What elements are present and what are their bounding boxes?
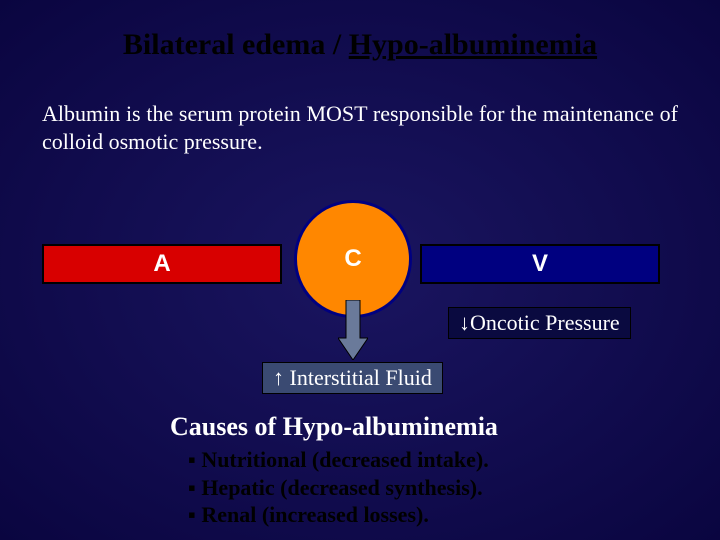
interstitial-fluid-box: ↑ Interstitial Fluid [262,362,443,394]
list-item: Nutritional (decreased intake). [188,446,489,474]
oncotic-pressure-box: ↓Oncotic Pressure [448,307,631,339]
list-item: Hepatic (decreased synthesis). [188,474,489,502]
artery-label: A [153,250,170,278]
subtitle-text: Albumin is the serum protein MOST respon… [42,100,678,155]
slide-title: Bilateral edema / Hypo-albuminemia [0,28,720,62]
causes-heading: Causes of Hypo-albuminemia [170,412,498,442]
title-part1: Bilateral edema / [123,28,349,61]
capillary-label: C [344,245,361,273]
vein-bar: V [420,244,660,284]
title-part2: Hypo-albuminemia [349,28,597,61]
list-item: Renal (increased losses). [188,501,489,529]
causes-list: Nutritional (decreased intake). Hepatic … [188,446,489,529]
artery-bar: A [42,244,282,284]
vein-label: V [532,250,548,278]
down-arrow-icon [338,300,368,360]
